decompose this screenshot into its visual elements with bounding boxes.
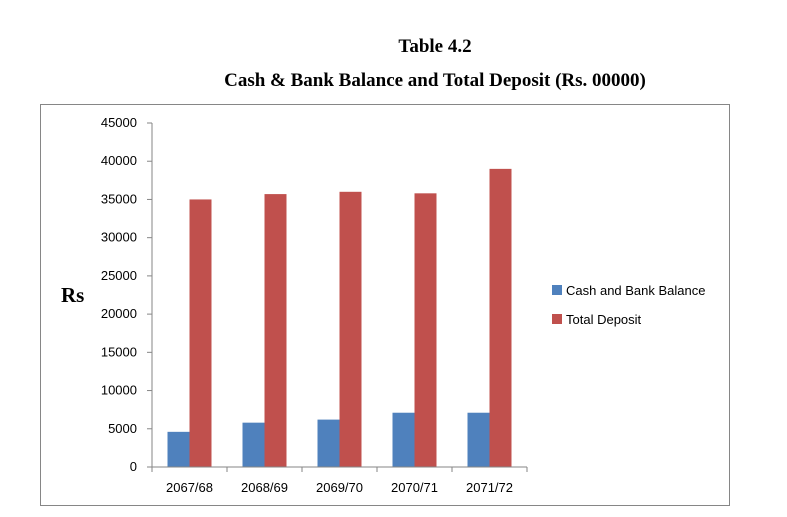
bar-cash-bank-balance-2069-70 (317, 419, 340, 467)
bar-group (167, 168, 512, 468)
legend: Cash and Bank Balance Total Deposit (552, 283, 705, 327)
y-tick-label: 5000 (108, 421, 137, 436)
x-tick-label: 2068/69 (241, 480, 288, 495)
bar-total-deposit-2071-72 (489, 168, 512, 467)
bar-cash-bank-balance-2067-68 (167, 431, 190, 467)
y-tick-label: 30000 (101, 230, 137, 245)
x-axis-ticks: 2067/68 2068/69 2069/70 2070/71 2071/72 (151, 467, 528, 495)
bar-cash-bank-balance-2070-71 (392, 412, 415, 467)
bar-chart: 0 5000 10000 15000 20000 25000 30000 35000 40000… (61, 115, 705, 495)
y-tick-label: 40000 (101, 153, 137, 168)
legend-swatch-total-deposit (552, 314, 562, 324)
x-tick-label: 2069/70 (316, 480, 363, 495)
y-tick-label: 35000 (101, 191, 137, 206)
y-tick-label: 15000 (101, 344, 137, 359)
x-tick-label: 2070/71 (391, 480, 438, 495)
y-tick-label: 0 (130, 459, 137, 474)
bar-total-deposit-2070-71 (414, 193, 437, 467)
y-tick-label: 25000 (101, 268, 137, 283)
x-tick-label: 2067/68 (166, 480, 213, 495)
bar-cash-bank-balance-2068-69 (242, 422, 265, 467)
bar-total-deposit-2067-68 (189, 199, 212, 467)
y-tick-label: 45000 (101, 115, 137, 130)
x-tick-label: 2071/72 (466, 480, 513, 495)
y-axis-label: Rs (61, 283, 84, 307)
y-tick-label: 20000 (101, 306, 137, 321)
bar-total-deposit-2069-70 (339, 191, 362, 468)
y-axis-ticks: 0 5000 10000 15000 20000 25000 30000 35000 40000… (101, 115, 152, 474)
legend-label-cash-bank-balance: Cash and Bank Balance (566, 283, 705, 298)
y-tick-label: 10000 (101, 383, 137, 398)
table-number: Table 4.2 (398, 36, 472, 57)
bar-total-deposit-2068-69 (264, 194, 287, 467)
legend-swatch-cash-bank-balance (552, 285, 562, 295)
bar-cash-bank-balance-2071-72 (467, 412, 490, 467)
legend-label-total-deposit: Total Deposit (566, 312, 642, 327)
chart-frame: 0 5000 10000 15000 20000 25000 30000 35000 40000… (40, 104, 730, 506)
chart-title: Cash & Bank Balance and Total Deposit (R… (224, 70, 646, 91)
